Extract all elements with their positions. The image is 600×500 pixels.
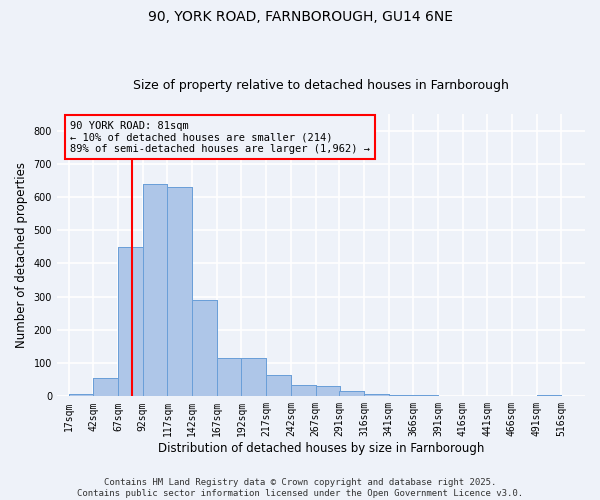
X-axis label: Distribution of detached houses by size in Farnborough: Distribution of detached houses by size … bbox=[158, 442, 484, 455]
Bar bbox=[339, 392, 364, 396]
Bar bbox=[266, 374, 291, 396]
Bar bbox=[192, 300, 217, 396]
Bar bbox=[118, 247, 143, 396]
Text: Contains HM Land Registry data © Crown copyright and database right 2025.
Contai: Contains HM Land Registry data © Crown c… bbox=[77, 478, 523, 498]
Bar bbox=[316, 386, 340, 396]
Text: 90, YORK ROAD, FARNBOROUGH, GU14 6NE: 90, YORK ROAD, FARNBOROUGH, GU14 6NE bbox=[148, 10, 452, 24]
Bar bbox=[291, 384, 316, 396]
Title: Size of property relative to detached houses in Farnborough: Size of property relative to detached ho… bbox=[133, 79, 509, 92]
Bar bbox=[241, 358, 266, 397]
Bar bbox=[266, 374, 291, 396]
Bar bbox=[69, 394, 94, 396]
Bar bbox=[413, 394, 438, 396]
Bar bbox=[536, 394, 562, 396]
Bar bbox=[167, 187, 192, 396]
Bar bbox=[364, 394, 389, 396]
Bar bbox=[389, 394, 413, 396]
Bar bbox=[167, 187, 192, 396]
Bar bbox=[217, 358, 241, 397]
Bar bbox=[413, 394, 438, 396]
Bar bbox=[143, 184, 167, 396]
Bar bbox=[364, 394, 389, 396]
Bar bbox=[143, 184, 167, 396]
Text: 90 YORK ROAD: 81sqm
← 10% of detached houses are smaller (214)
89% of semi-detac: 90 YORK ROAD: 81sqm ← 10% of detached ho… bbox=[70, 120, 370, 154]
Bar bbox=[241, 358, 266, 397]
Bar bbox=[339, 392, 364, 396]
Y-axis label: Number of detached properties: Number of detached properties bbox=[15, 162, 28, 348]
Bar bbox=[389, 394, 413, 396]
Bar bbox=[94, 378, 118, 396]
Bar bbox=[316, 386, 340, 396]
Bar bbox=[291, 384, 316, 396]
Bar bbox=[69, 394, 94, 396]
Bar bbox=[192, 300, 217, 396]
Bar bbox=[536, 394, 562, 396]
Bar bbox=[118, 247, 143, 396]
Bar bbox=[217, 358, 241, 397]
Bar bbox=[94, 378, 118, 396]
